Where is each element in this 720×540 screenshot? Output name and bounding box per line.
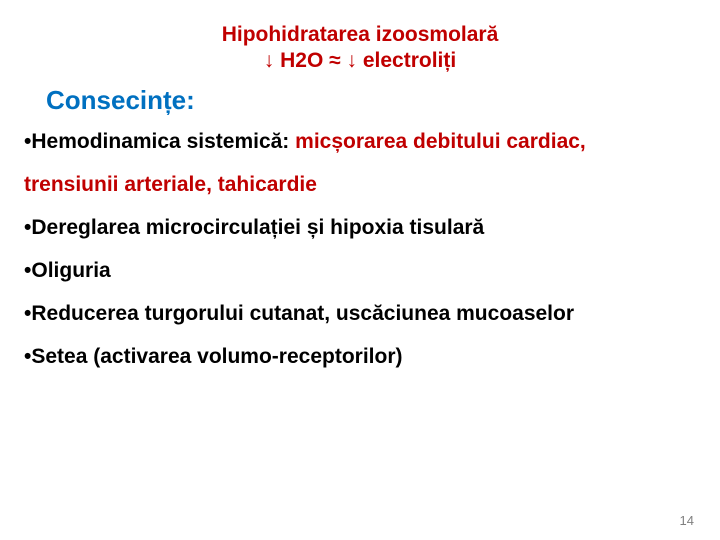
list-item: Setea (activarea volumo-receptorilor) xyxy=(24,335,686,378)
bullet-list: Hemodinamica sistemică: micșorarea debit… xyxy=(24,120,686,378)
title-line-1: Hipohidratarea izoosmolară xyxy=(0,22,720,48)
subheading: Consecințe: xyxy=(46,85,720,116)
list-item: Hemodinamica sistemică: micșorarea debit… xyxy=(24,120,686,206)
slide-title: Hipohidratarea izoosmolară ↓ H2O ≈ ↓ ele… xyxy=(0,0,720,75)
slide: Hipohidratarea izoosmolară ↓ H2O ≈ ↓ ele… xyxy=(0,0,720,540)
list-item: Reducerea turgorului cutanat, uscăciunea… xyxy=(24,292,686,335)
list-item: Dereglarea microcirculației și hipoxia t… xyxy=(24,206,686,249)
bullet-prefix: Hemodinamica sistemică: xyxy=(31,130,295,153)
list-item: Oliguria xyxy=(24,249,686,292)
page-number: 14 xyxy=(680,513,694,528)
title-line-2: ↓ H2O ≈ ↓ electroliți xyxy=(0,48,720,74)
